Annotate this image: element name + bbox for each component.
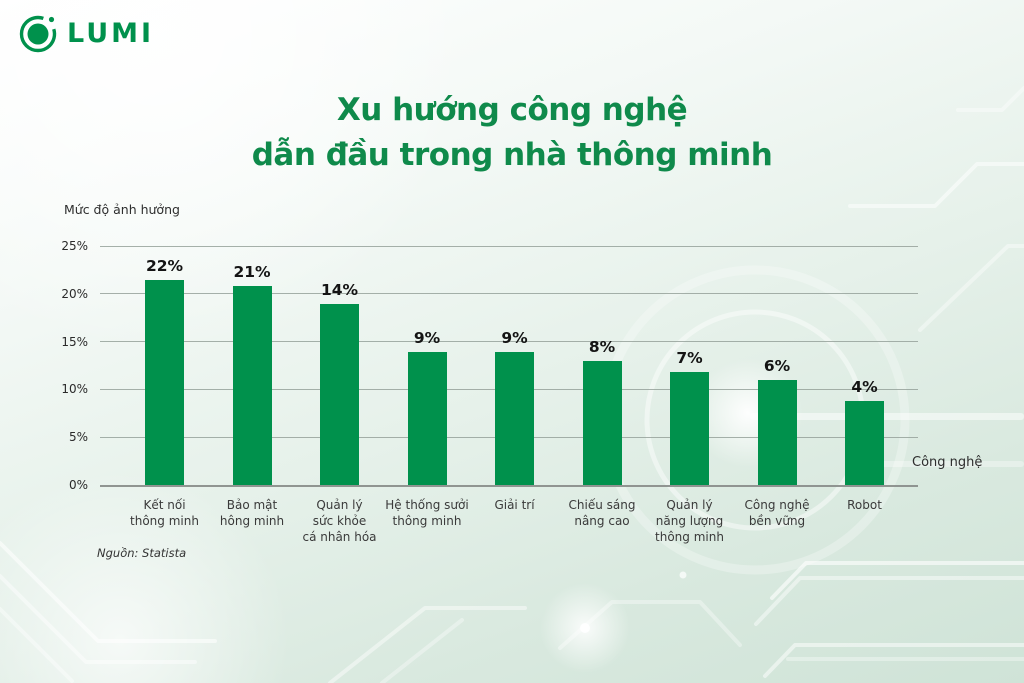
- category-label: Hệ thống sưởi thông minh: [385, 498, 469, 528]
- bar-2: [232, 286, 272, 485]
- bar-value-label: 4%: [851, 377, 878, 396]
- chart-title: Xu hướng công nghệ dẫn đầu trong nhà thô…: [0, 88, 1024, 178]
- y-tick-label: 0%: [68, 478, 88, 492]
- bar-value-label: 9%: [501, 329, 528, 348]
- x-axis-line: [100, 484, 918, 487]
- y-tick-label: 15%: [61, 334, 88, 349]
- x-axis-title: Công nghệ: [912, 455, 983, 470]
- bar-9: [845, 400, 884, 485]
- y-tick-label: 20%: [61, 286, 88, 301]
- bar-3: [320, 304, 359, 485]
- category-label: Robot: [847, 498, 882, 512]
- bar-4: [407, 352, 447, 485]
- bar-value-label: 7%: [676, 349, 703, 368]
- category-label: Chiếu sáng nâng cao: [568, 498, 636, 528]
- bar-1: [145, 280, 184, 485]
- gridline-20: [100, 293, 918, 295]
- bar-value-label: 9%: [413, 329, 441, 348]
- bar-value-label: 8%: [588, 337, 616, 356]
- gridline-15: [100, 341, 918, 343]
- lumi-logo-icon: [19, 15, 57, 53]
- y-tick-label: 25%: [61, 239, 88, 253]
- bar-value-label: 21%: [233, 263, 271, 282]
- bar-value-label: 14%: [320, 281, 359, 300]
- gridline-25: [100, 245, 918, 247]
- chart-title-line1: Xu hướng công nghệ: [336, 92, 688, 128]
- bar-6: [582, 360, 622, 485]
- category-label: Kết nối thông minh: [130, 498, 199, 528]
- chart-title-line2: dẫn đầu trong nhà thông minh: [251, 137, 773, 173]
- bar-value-label: 22%: [145, 257, 184, 276]
- category-label: Bảo mật hông minh: [219, 498, 285, 528]
- category-label: Công nghệ bền vững: [744, 498, 810, 528]
- bar-7: [670, 372, 709, 485]
- lumi-logo: LUMI: [18, 13, 154, 54]
- lumi-wordmark: LUMI: [67, 17, 155, 49]
- bar-8: [757, 379, 797, 485]
- bar-value-label: 6%: [763, 356, 791, 375]
- category-label: Giải trí: [494, 498, 535, 512]
- y-tick-label: 10%: [61, 382, 88, 397]
- y-tick-label: 5%: [68, 430, 88, 445]
- category-label: Quản lý năng lượng thông minh: [655, 498, 724, 544]
- y-axis-title: Mức độ ảnh hưởng: [64, 202, 180, 217]
- bar-5: [495, 352, 534, 485]
- source-note: Nguồn: Statista: [97, 546, 187, 560]
- category-label: Quản lý sức khỏe cá nhân hóa: [302, 498, 377, 544]
